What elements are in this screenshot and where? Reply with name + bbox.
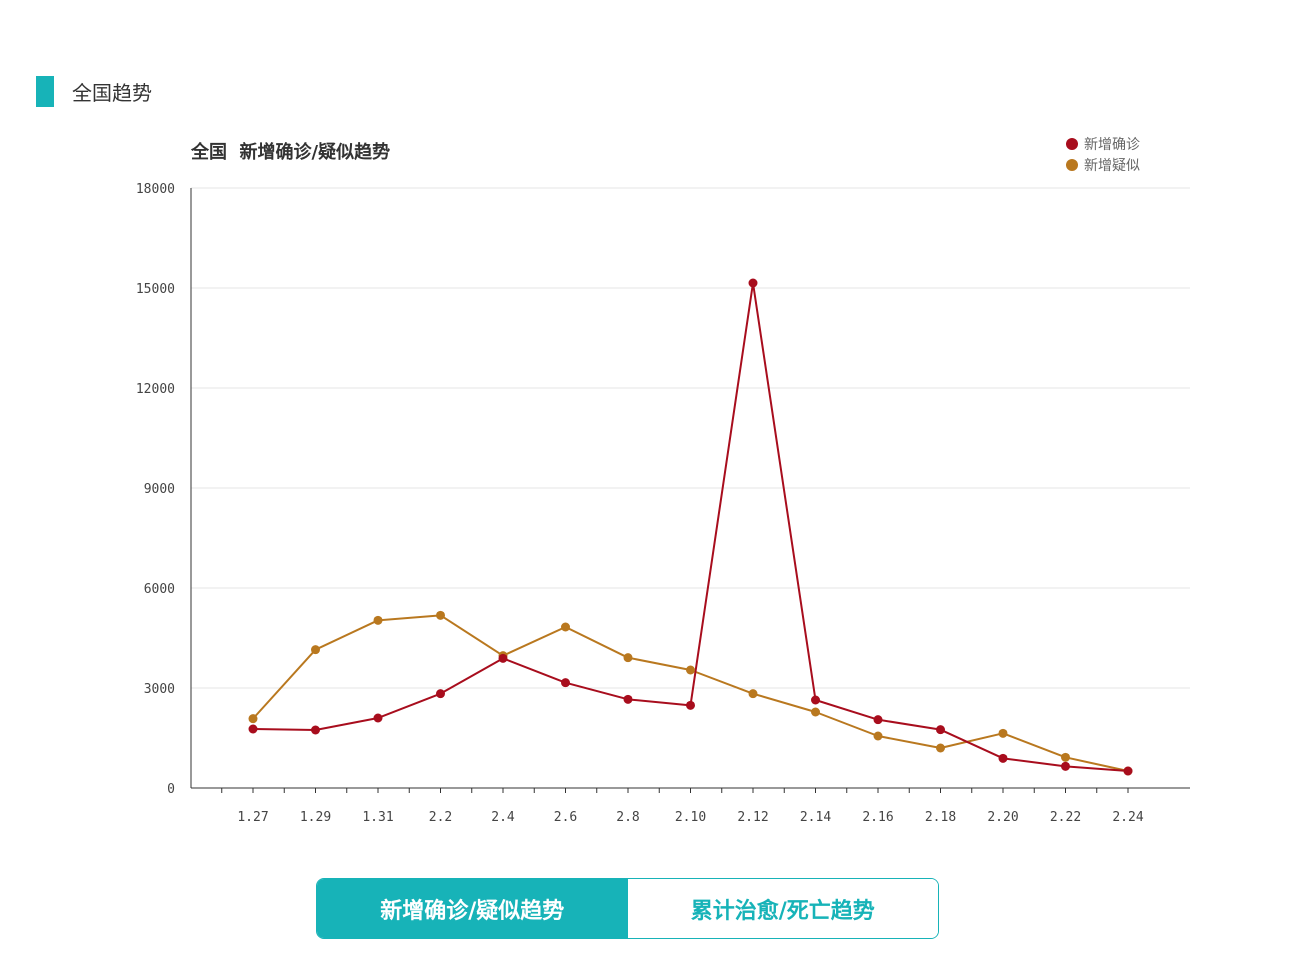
data-point-confirmed[interactable]	[248, 724, 258, 734]
data-point-confirmed[interactable]	[1123, 766, 1133, 776]
x-tick-label: 2.8	[616, 810, 639, 825]
x-tick-label: 2.10	[675, 810, 706, 825]
legend-label: 新增确诊	[1084, 136, 1140, 153]
data-point-confirmed[interactable]	[998, 753, 1008, 763]
data-point-confirmed[interactable]	[873, 715, 883, 725]
y-tick-label: 15000	[136, 282, 175, 297]
data-point-confirmed[interactable]	[748, 278, 758, 288]
x-tick-label: 1.31	[362, 810, 393, 825]
x-tick-label: 2.24	[1112, 810, 1143, 825]
section-accent-bar	[36, 76, 54, 107]
legend-dot-icon	[1066, 158, 1078, 171]
data-point-suspected[interactable]	[811, 707, 820, 717]
data-point-suspected[interactable]	[311, 645, 320, 655]
x-tick-label: 2.20	[987, 810, 1018, 825]
data-point-confirmed[interactable]	[498, 653, 508, 663]
data-point-confirmed[interactable]	[561, 678, 570, 688]
data-point-suspected[interactable]	[873, 731, 883, 741]
y-tick-label: 9000	[144, 482, 175, 497]
data-point-confirmed[interactable]	[436, 689, 445, 699]
legend-item-suspected[interactable]: 新增疑似	[1066, 154, 1140, 175]
data-point-confirmed[interactable]	[373, 713, 383, 723]
data-point-suspected[interactable]	[248, 714, 258, 724]
x-tick-label: 2.4	[491, 810, 515, 825]
x-tick-label: 2.18	[925, 810, 956, 825]
data-point-confirmed[interactable]	[1061, 761, 1070, 771]
x-tick-label: 1.29	[300, 810, 331, 825]
data-point-suspected[interactable]	[373, 615, 383, 625]
y-tick-label: 6000	[144, 582, 175, 597]
x-tick-label: 2.2	[429, 810, 452, 825]
data-point-suspected[interactable]	[1061, 752, 1070, 762]
x-tick-label: 2.22	[1050, 810, 1081, 825]
section-header: 全国趋势	[36, 76, 152, 107]
data-point-suspected[interactable]	[936, 743, 945, 753]
legend-label: 新增疑似	[1084, 157, 1140, 174]
data-point-suspected[interactable]	[686, 665, 695, 675]
tab-new-confirmed-suspected[interactable]: 新增确诊/疑似趋势	[317, 879, 628, 938]
chart-tab-bar: 新增确诊/疑似趋势 累计治愈/死亡趋势	[316, 878, 939, 939]
x-tick-label: 1.27	[237, 810, 268, 825]
legend-dot-icon	[1066, 137, 1078, 150]
tab-cured-death[interactable]: 累计治愈/死亡趋势	[627, 879, 938, 938]
series-line-confirmed	[252, 282, 1129, 772]
data-point-suspected[interactable]	[998, 728, 1008, 738]
chart-title: 全国 新增确诊/疑似趋势	[191, 142, 391, 163]
data-point-confirmed[interactable]	[686, 700, 695, 710]
y-tick-label: 0	[167, 782, 175, 797]
legend-item-confirmed[interactable]: 新增确诊	[1066, 133, 1140, 154]
data-point-suspected[interactable]	[436, 610, 445, 620]
data-point-suspected[interactable]	[748, 689, 758, 699]
section-title: 全国趋势	[72, 81, 152, 105]
data-point-suspected[interactable]	[623, 653, 633, 663]
x-tick-label: 2.12	[737, 810, 768, 825]
data-point-confirmed[interactable]	[311, 725, 320, 735]
data-point-suspected[interactable]	[561, 622, 570, 632]
data-point-confirmed[interactable]	[936, 725, 945, 735]
x-tick-label: 2.14	[800, 810, 831, 825]
x-tick-label: 2.6	[554, 810, 577, 825]
y-tick-label: 3000	[144, 682, 175, 697]
line-chart: 0 3000 6000 9000 12000 15000 18000 1.27 1.29 1.31…	[136, 182, 1190, 825]
x-tick-label: 2.16	[862, 810, 893, 825]
chart-legend: 新增确诊 新增疑似	[1066, 133, 1140, 175]
data-point-confirmed[interactable]	[811, 695, 820, 705]
series-line-suspected	[252, 614, 1129, 772]
y-tick-label: 12000	[136, 382, 175, 397]
y-tick-label: 18000	[136, 182, 175, 197]
data-point-confirmed[interactable]	[623, 694, 633, 704]
